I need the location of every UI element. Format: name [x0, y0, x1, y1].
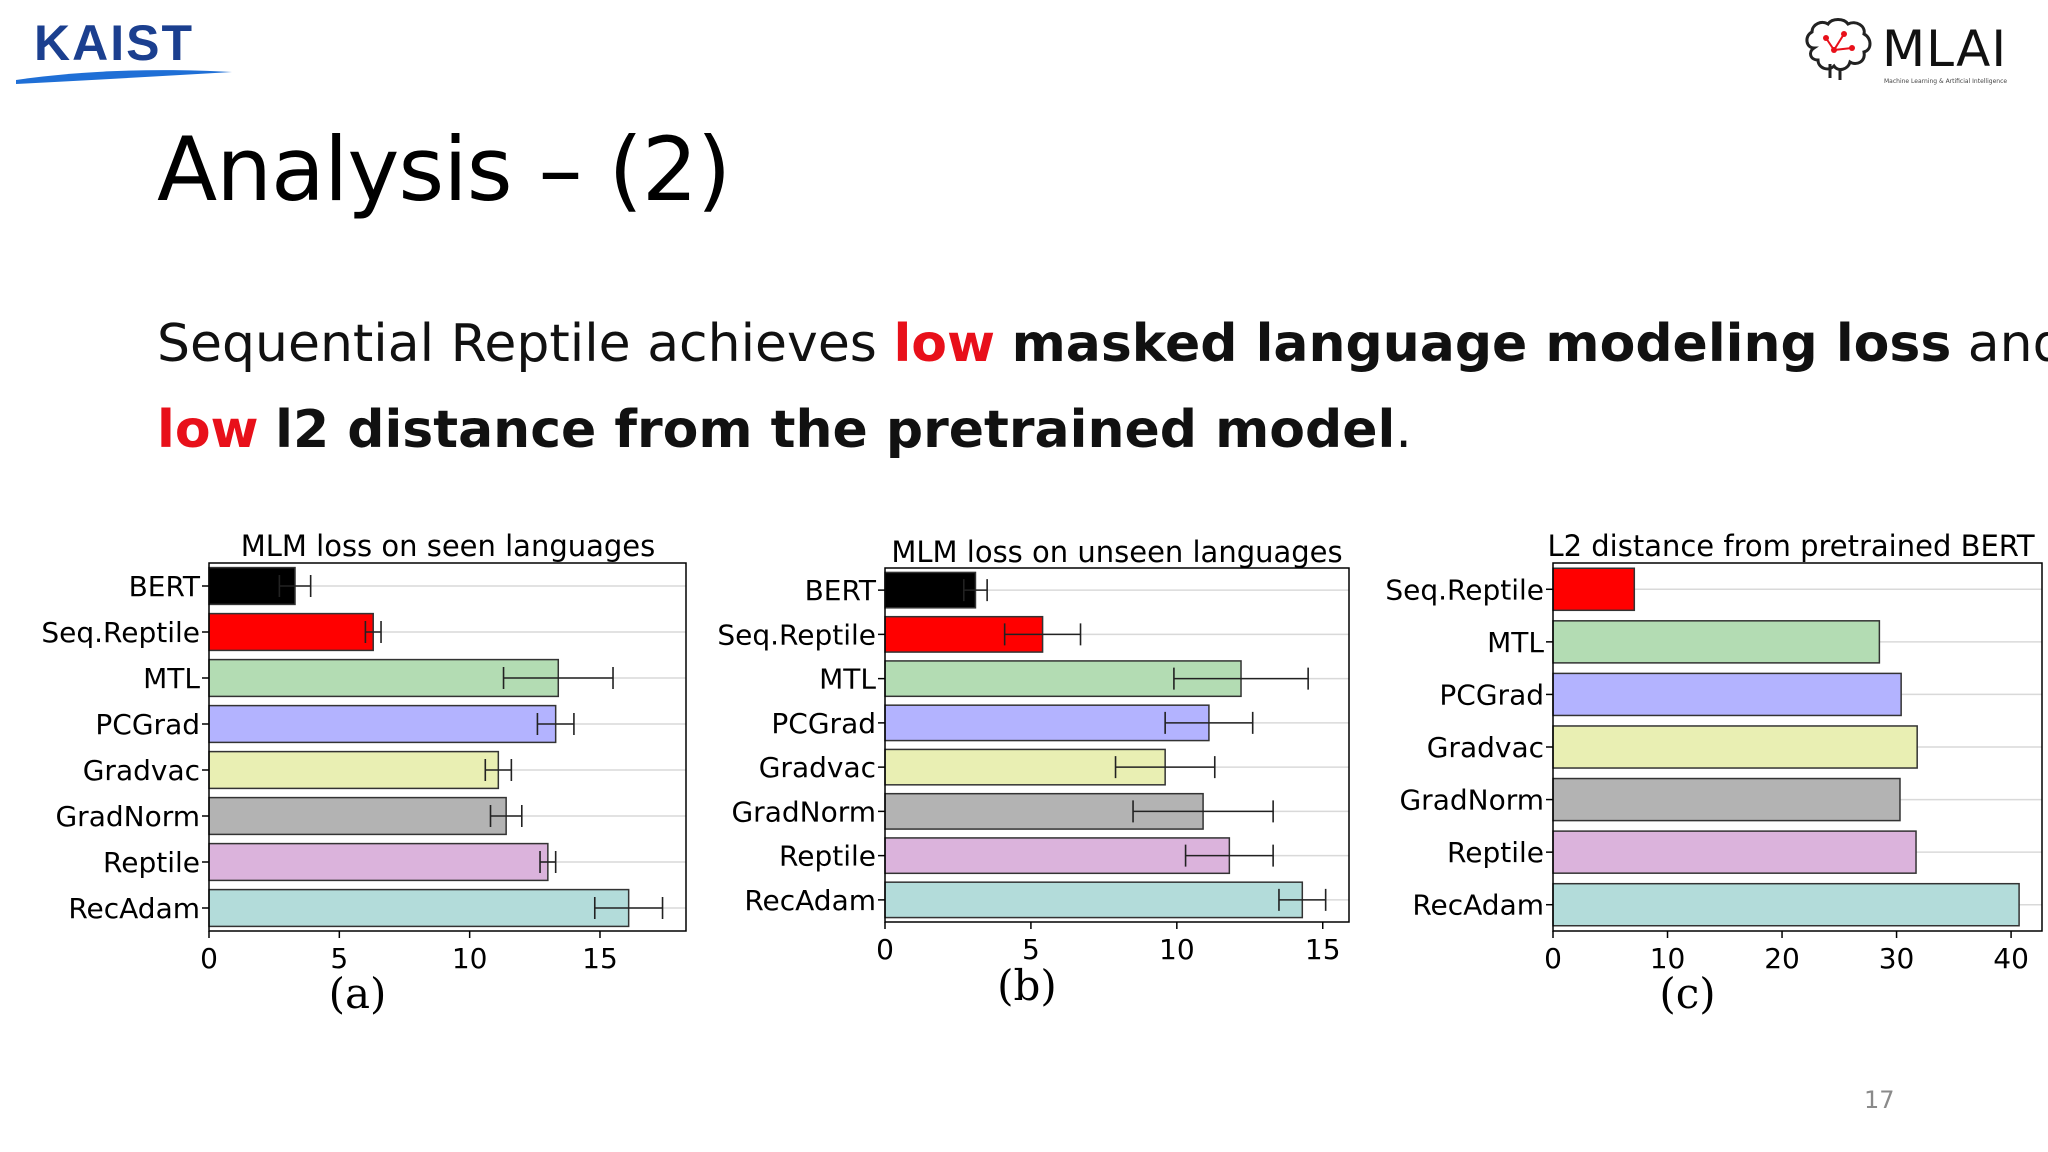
chart-1-category-label: Reptile: [103, 846, 200, 879]
chart-3-bar: [1552, 672, 1902, 717]
chart-3-xtick-label: 30: [1879, 942, 1915, 975]
chart-2-category-label: GradNorm: [731, 795, 876, 828]
chart-2-category-label: Reptile: [779, 840, 876, 873]
chart-2-bar: [884, 571, 977, 609]
chart-2-category-label: MTL: [819, 663, 876, 696]
line2-period: .: [1395, 400, 1412, 460]
chart-1-category-label: Gradvac: [83, 754, 200, 787]
chart-2-category-label: RecAdam: [744, 884, 876, 917]
chart-3-xtick-label: 20: [1764, 942, 1800, 975]
chart-2-bar: [884, 881, 1304, 919]
line1-highlight-low: low: [893, 314, 996, 374]
chart-2-category-label: Gradvac: [759, 751, 876, 784]
brain-icon: [1805, 18, 1872, 80]
line1-bold-mlm: masked language modeling loss: [1011, 314, 1952, 374]
chart-3-bar: [1552, 882, 2020, 927]
mlai-logo: MLAI Machine Learning & Artificial Intel…: [1800, 18, 2020, 88]
chart-3-bar: [1552, 777, 1901, 822]
chart-3-frame: [1552, 562, 2043, 932]
chart-1-category-label: GradNorm: [55, 800, 200, 833]
chart-1-xtick-label: 10: [452, 942, 488, 975]
chart-2-xtick-label: 15: [1305, 933, 1341, 966]
chart-2-category-label: BERT: [805, 574, 877, 607]
chart-3-xtick-label: 0: [1544, 942, 1562, 975]
chart-3-category-label: RecAdam: [1412, 889, 1544, 922]
chart-1-xtick-label: 5: [330, 942, 348, 975]
chart-3-category-label: GradNorm: [1399, 784, 1544, 817]
chart-3-category-label: MTL: [1487, 626, 1544, 659]
chart-3-xtick-label: 10: [1650, 942, 1686, 975]
kaist-logo-text: KAIST: [34, 15, 194, 71]
chart-1-bar: [208, 842, 549, 882]
line2-highlight-low: low: [157, 400, 259, 460]
chart-3-category-label: PCGrad: [1439, 678, 1544, 711]
chart-2-category-label: Seq.Reptile: [717, 618, 876, 651]
chart-1-xtick-label: 0: [200, 942, 218, 975]
kaist-swoosh-icon: [16, 70, 232, 84]
chart-3-bar: [1552, 567, 1636, 612]
chart-1-bar: [208, 888, 630, 928]
chart-1-title: MLM loss on seen languages: [241, 529, 656, 563]
line1-text-2: and: [1967, 314, 2048, 374]
chart-2-frame: [884, 567, 1350, 923]
chart-2-xtick-label: 0: [876, 933, 894, 966]
line2-bold-l2: l2 distance from the pretrained model: [275, 400, 1396, 460]
chart-2-title: MLM loss on unseen languages: [891, 535, 1342, 569]
chart-1-category-label: MTL: [143, 662, 200, 695]
chart-3-category-label: Reptile: [1447, 836, 1544, 869]
chart-1-category-label: PCGrad: [95, 708, 200, 741]
chart-2-bar: [884, 704, 1210, 742]
chart-1-bar: [208, 704, 557, 744]
chart-1-category-label: BERT: [129, 570, 201, 603]
chart-1-bar: [208, 612, 374, 652]
chart-3-caption: (c): [1659, 969, 1715, 1018]
chart-3-bar: [1552, 725, 1918, 769]
chart-2-xtick-label: 5: [1022, 933, 1040, 966]
kaist-logo: KAIST: [14, 14, 234, 84]
chart-3-xtick-label: 40: [1993, 942, 2029, 975]
chart-3-title: L2 distance from pretrained BERT: [1547, 529, 2034, 563]
chart-1-xtick-label: 15: [582, 942, 618, 975]
chart-3-category-label: Gradvac: [1427, 731, 1544, 764]
chart-3-category-label: Seq.Reptile: [1385, 573, 1544, 606]
chart-3-bar: [1552, 620, 1881, 664]
page-number: 17: [1864, 1086, 1895, 1114]
chart-3-bar: [1552, 830, 1917, 874]
chart-1-category-label: Seq.Reptile: [41, 616, 200, 649]
body-line-1: Sequential Reptile achieves low masked l…: [157, 314, 2048, 374]
slide-title: Analysis – (2): [157, 118, 731, 221]
chart-1-bar: [208, 658, 560, 698]
body-line-2: low l2 distance from the pretrained mode…: [157, 400, 1412, 460]
chart-1-bar: [208, 796, 507, 836]
chart-2-caption: (b): [997, 961, 1057, 1010]
chart-1-caption: (a): [329, 969, 387, 1018]
chart-1-bar: [208, 750, 500, 790]
chart-2-bar: [884, 837, 1231, 875]
line1-text-1: Sequential Reptile achieves: [157, 314, 894, 374]
chart-2-xtick-label: 10: [1159, 933, 1195, 966]
chart-1-frame: [208, 562, 687, 932]
chart-2-category-label: PCGrad: [771, 707, 876, 740]
chart-1-category-label: RecAdam: [68, 892, 200, 925]
mlai-logo-text: MLAI: [1882, 20, 2008, 78]
mlai-logo-subtitle: Machine Learning & Artificial Intelligen…: [1884, 78, 2008, 85]
